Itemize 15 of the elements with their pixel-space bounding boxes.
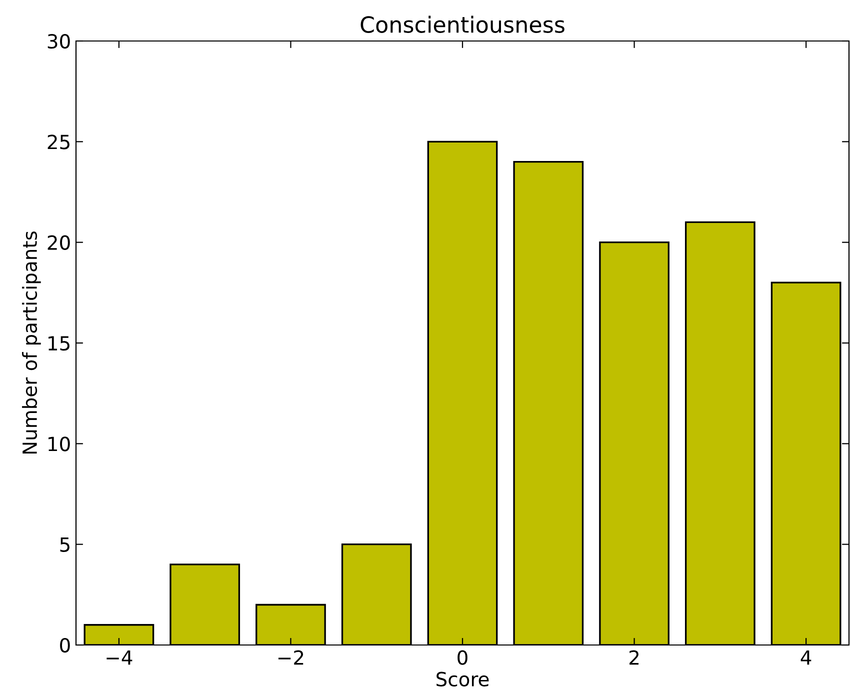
x-tick-label: 0 <box>458 650 468 665</box>
y-tick-label: 5 <box>60 538 70 552</box>
x-tick-label: 4 <box>800 650 812 665</box>
y-axis-title: Number of participants <box>22 231 41 454</box>
x-tick-label: −4 <box>106 650 132 665</box>
y-tick-label: 25 <box>48 134 70 150</box>
x-tick-label: 2 <box>630 650 639 665</box>
chart-title: Conscientiousness <box>360 16 564 33</box>
y-tick-label: 10 <box>48 436 70 452</box>
x-axis-title: Score <box>436 672 489 687</box>
y-tick-label: 0 <box>60 638 70 653</box>
y-tick-label: 30 <box>48 34 70 49</box>
y-tick-label: 20 <box>48 235 70 250</box>
x-tick-label: −2 <box>278 650 304 665</box>
y-tick-label: 15 <box>48 336 70 351</box>
